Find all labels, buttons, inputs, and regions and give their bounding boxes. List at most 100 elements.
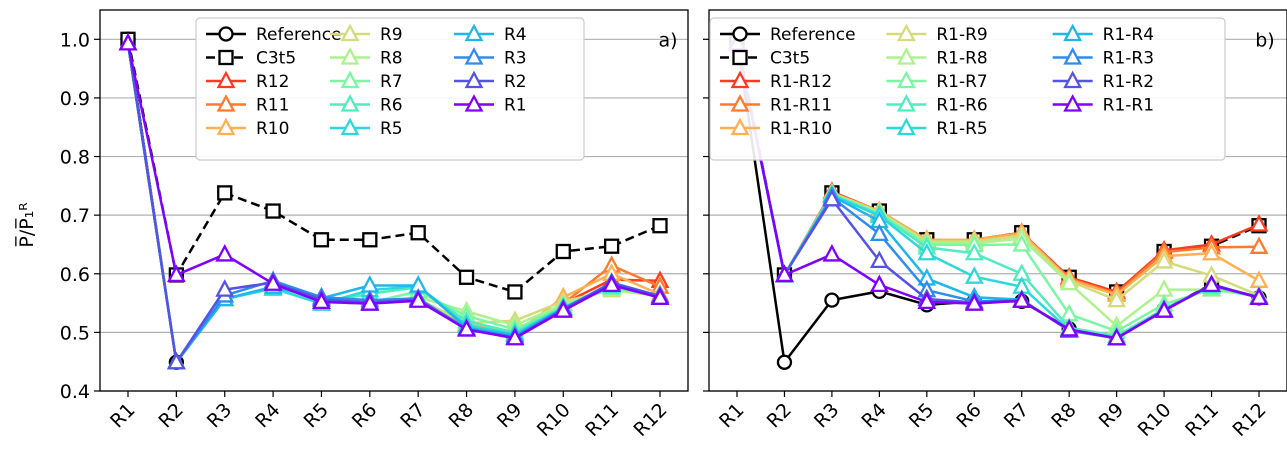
- data-point: [1202, 242, 1221, 261]
- legend-marker: [216, 70, 236, 89]
- legend-label: R1-R9: [936, 25, 987, 45]
- legend-label: R1-R8: [936, 49, 987, 69]
- data-point: [215, 279, 235, 297]
- x-tick-label: R5: [905, 399, 938, 432]
- legend-item: R8: [330, 47, 403, 69]
- y-tick-label: 0.8: [60, 147, 90, 169]
- legend-item: C3t5: [206, 49, 296, 69]
- legend-label: R7: [380, 72, 403, 92]
- legend: Reference C3t5 R1-R12 R1-R11 R1-R10 R1-R9 R1-R…: [709, 17, 1226, 161]
- data-point: [555, 243, 571, 260]
- legend-marker: [730, 94, 750, 112]
- legend-marker: [340, 23, 360, 42]
- legend-marker: [340, 117, 360, 136]
- legend-item: C3t5: [720, 49, 810, 69]
- legend-item: R11: [206, 94, 289, 116]
- data-point: [553, 300, 573, 318]
- x-tick-label: R12: [1229, 399, 1271, 441]
- series-line: [126, 43, 661, 340]
- legend-label: R6: [380, 96, 403, 116]
- legend-item: R1-R10: [720, 117, 832, 139]
- legend-marker: [896, 23, 916, 42]
- x-tick-label: R7: [1000, 399, 1033, 432]
- data-point: [776, 354, 793, 370]
- x-tick-label: R12: [630, 399, 672, 441]
- legend-marker: [1063, 23, 1083, 42]
- x-tick-label: R1: [106, 399, 139, 432]
- data-point: [650, 287, 670, 305]
- data-point: [118, 32, 138, 51]
- legend-marker: [1063, 70, 1083, 89]
- legend-item: R1-R8: [886, 47, 988, 69]
- legend-item: R1-R9: [886, 23, 988, 45]
- panel-tag: b): [1255, 29, 1274, 51]
- x-tick-label: R8: [445, 399, 478, 432]
- data-point: [410, 225, 426, 241]
- data-point: [1012, 234, 1032, 252]
- data-point: [869, 223, 889, 242]
- x-tick-label: R3: [203, 399, 236, 432]
- legend-item: R1-R1: [1052, 94, 1154, 116]
- legend-marker: [896, 94, 916, 112]
- legend-item: R5: [330, 117, 403, 139]
- data-point: [1249, 270, 1269, 288]
- legend-marker: [216, 94, 236, 112]
- legend-marker: [464, 23, 484, 42]
- legend-marker: [896, 117, 916, 136]
- plot-frame: [99, 9, 689, 392]
- x-tick-label: R10: [533, 399, 575, 441]
- data-point: [457, 319, 476, 337]
- legend-label: R1-R6: [936, 96, 987, 116]
- data-point: [824, 292, 840, 308]
- data-point: [775, 264, 794, 283]
- x-tick-label: R4: [251, 399, 284, 432]
- legend-label: R5: [380, 119, 403, 139]
- data-point: [1059, 272, 1079, 291]
- legend-item: R10: [206, 117, 289, 139]
- legend-box: [195, 17, 585, 161]
- legend-marker: [896, 47, 916, 65]
- data-point: [312, 291, 331, 310]
- legend-marker: [464, 70, 484, 89]
- legend-label: R1-R7: [936, 72, 987, 92]
- data-point: [408, 290, 428, 308]
- data-point: [1249, 236, 1269, 254]
- data-point: [1249, 287, 1269, 305]
- data-point: [265, 203, 281, 219]
- legend-marker: [896, 70, 916, 89]
- legend-marker: [218, 26, 234, 42]
- legend-label: R2: [504, 72, 527, 92]
- x-tick-label: R1: [715, 399, 748, 432]
- x-tick-label: R2: [154, 399, 187, 432]
- legend-item: R7: [330, 70, 403, 92]
- legend-label: R1-R11: [770, 96, 832, 116]
- x-tick-label: R9: [1095, 399, 1128, 432]
- x-tick-label: R6: [952, 399, 985, 432]
- data-point: [1012, 290, 1032, 308]
- legend-marker: [730, 117, 750, 136]
- legend-item: R1-R3: [1052, 47, 1154, 69]
- series-line: [735, 43, 1260, 340]
- data-point: [869, 274, 889, 293]
- legend-label: C3t5: [256, 49, 296, 69]
- data-point: [917, 291, 937, 310]
- x-tick-label: R11: [581, 399, 623, 441]
- legend-item: R1-R11: [720, 94, 832, 116]
- data-point: [507, 284, 523, 300]
- legend-item: R1-R2: [1052, 70, 1154, 92]
- legend-item: R1: [454, 94, 527, 116]
- x-tick-label: R8: [1047, 399, 1080, 432]
- data-point: [1154, 300, 1174, 318]
- y-tick-label: 0.5: [60, 322, 90, 344]
- legend-marker: [464, 94, 484, 112]
- legend-label: R9: [380, 25, 403, 45]
- legend-label: R1: [504, 96, 527, 116]
- data-point: [1202, 274, 1221, 293]
- legend-marker: [464, 47, 484, 65]
- data-point: [822, 188, 842, 207]
- legend-item: Reference: [206, 25, 342, 45]
- y-tick-label: 0.4: [60, 381, 90, 403]
- x-tick-label: R5: [300, 399, 333, 432]
- data-point: [458, 269, 475, 285]
- plot-frame: [708, 9, 1287, 392]
